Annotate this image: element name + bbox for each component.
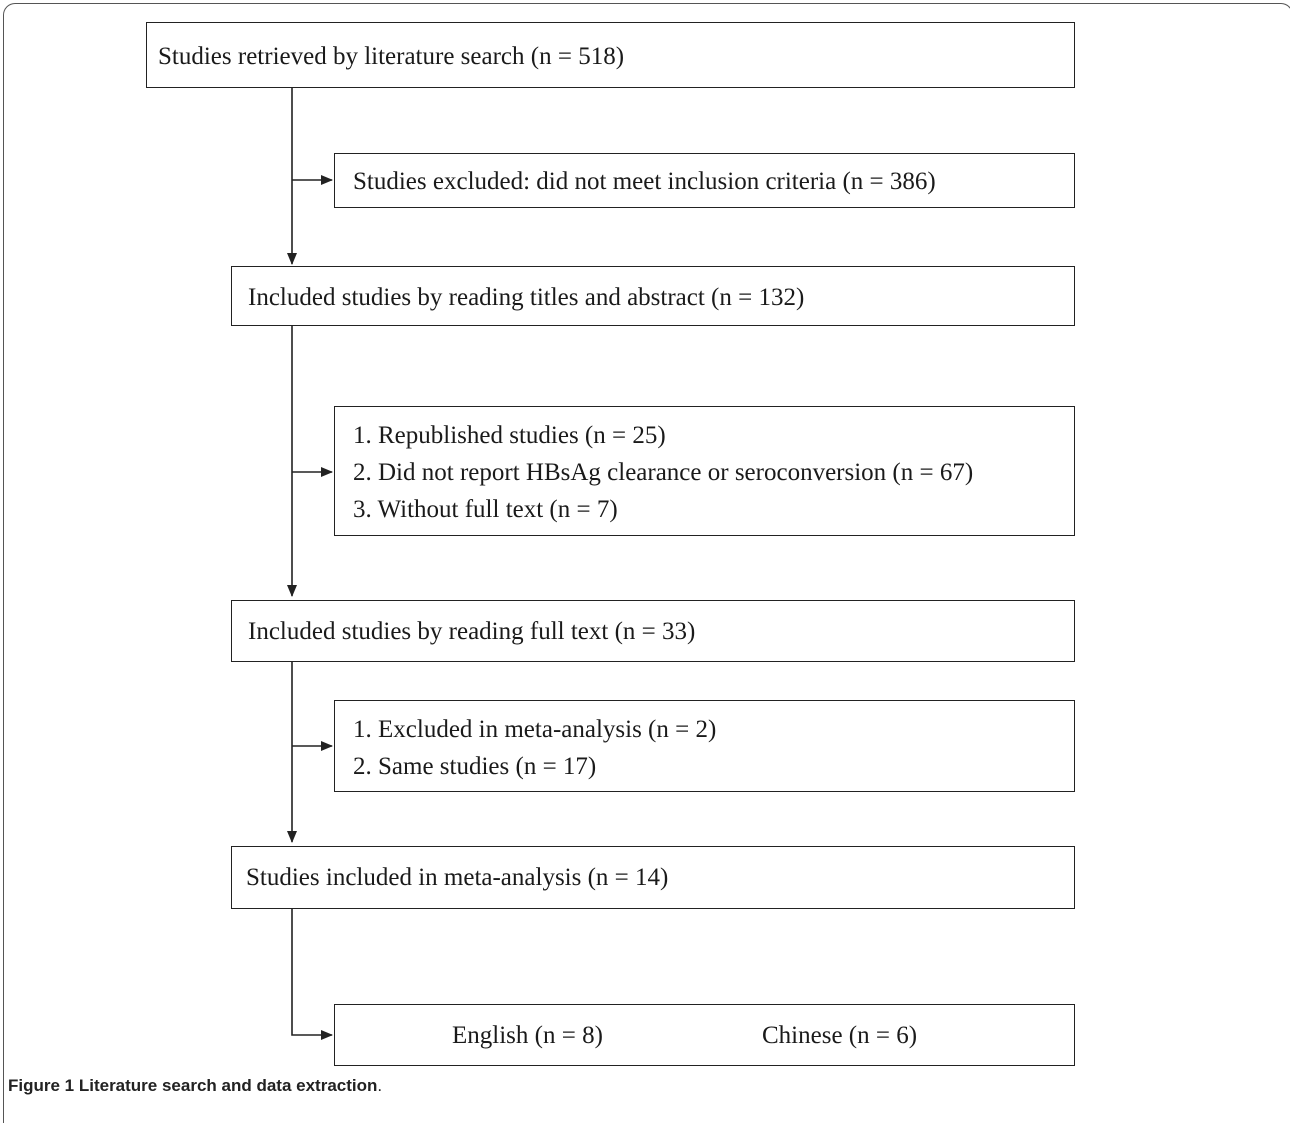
box-included-full-text-text: Included studies by reading full text (n…	[248, 618, 696, 645]
excluded-reason-1: 1. Republished studies (n = 25)	[353, 422, 666, 449]
figure-frame	[3, 3, 1290, 1123]
box-included-titles-abstract-text: Included studies by reading titles and a…	[248, 284, 805, 311]
connector-meta-to-language-split	[291, 909, 333, 1040]
figure-caption-text: Literature search and data extraction	[74, 1076, 378, 1095]
box-studies-excluded-criteria: Studies excluded: did not meet inclusion…	[334, 153, 1075, 208]
excluded-meta-reason-1: 1. Excluded in meta-analysis (n = 2)	[353, 716, 717, 743]
language-chinese: Chinese (n = 6)	[762, 1022, 918, 1049]
excluded-meta-reason-2: 2. Same studies (n = 17)	[353, 753, 597, 780]
excluded-reason-3: 3. Without full text (n = 7)	[353, 496, 618, 523]
box-studies-retrieved-text: Studies retrieved by literature search (…	[158, 43, 625, 70]
box-included-full-text: Included studies by reading full text (n…	[231, 600, 1075, 662]
box-studies-retrieved: Studies retrieved by literature search (…	[146, 22, 1075, 88]
box-included-meta-analysis: Studies included in meta-analysis (n = 1…	[231, 846, 1075, 909]
box-included-meta-analysis-text: Studies included in meta-analysis (n = 1…	[246, 864, 669, 891]
figure-caption-label: Figure 1	[8, 1076, 75, 1095]
figure-caption-end: .	[377, 1076, 383, 1095]
box-language-split: English (n = 8) Chinese (n = 6)	[334, 1004, 1075, 1066]
figure-caption: Figure 1 Literature search and data extr…	[8, 1076, 382, 1096]
box-included-titles-abstract: Included studies by reading titles and a…	[231, 266, 1075, 326]
box-excluded-reasons: 1. Republished studies (n = 25) 2. Did n…	[334, 406, 1075, 536]
box-studies-excluded-criteria-text: Studies excluded: did not meet inclusion…	[353, 168, 936, 195]
language-english: English (n = 8)	[452, 1022, 603, 1049]
excluded-reason-2: 2. Did not report HBsAg clearance or ser…	[353, 459, 974, 486]
box-excluded-meta: 1. Excluded in meta-analysis (n = 2) 2. …	[334, 700, 1075, 792]
